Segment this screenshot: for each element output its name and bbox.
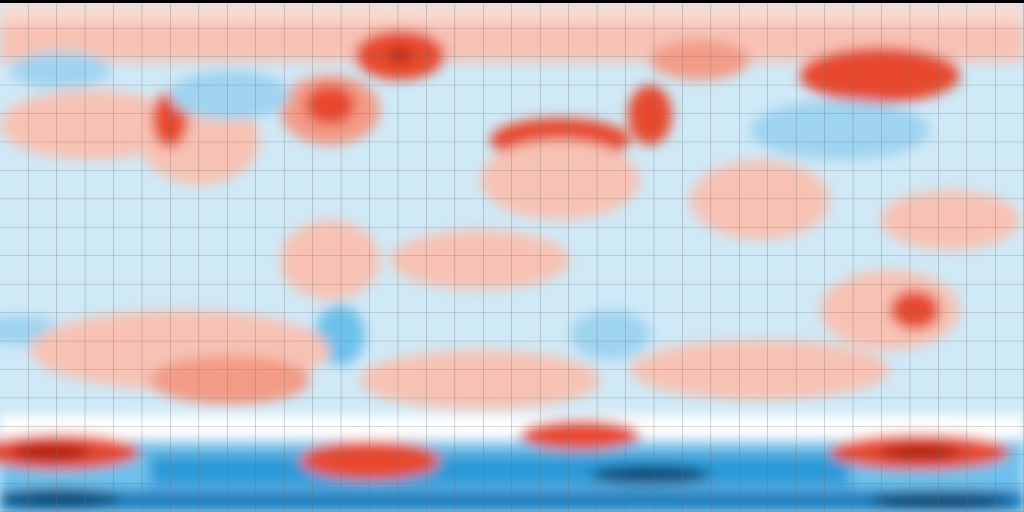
lat-lon-grid: [0, 3, 1024, 512]
top-border: [0, 0, 1024, 3]
